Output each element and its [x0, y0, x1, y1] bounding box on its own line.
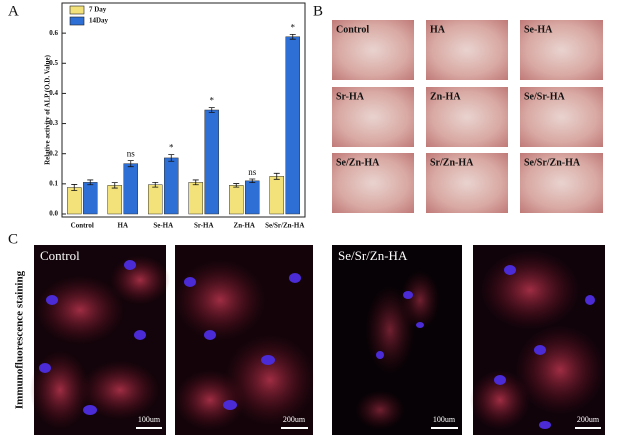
error-bar: [71, 184, 78, 191]
plot-frame: [61, 2, 306, 218]
bar: [107, 185, 122, 215]
micrograph-label: Sr/Zn-HA: [430, 157, 474, 168]
bar: [285, 36, 300, 215]
significance-label: ns: [248, 167, 257, 177]
error-bar: [111, 182, 118, 189]
bar: [123, 163, 138, 215]
significance-label: *: [169, 143, 174, 153]
micrograph: [332, 87, 414, 147]
y-axis-label: Relative activity of ALP (O.D. Value): [44, 54, 52, 165]
scale-bar-label: 200um: [283, 415, 306, 424]
image-label: Se/Sr/Zn-HA: [338, 248, 408, 263]
micrograph-label: HA: [430, 24, 446, 35]
legend-label: 7 Day: [89, 6, 107, 14]
y-tick-label: 0.5: [49, 59, 58, 67]
error-bar: [249, 178, 256, 184]
micrograph: [520, 153, 603, 213]
bar: [269, 176, 284, 215]
x-tick-label: Se-HA: [153, 222, 173, 230]
significance-label: *: [210, 96, 215, 106]
micrograph-label: Control: [336, 24, 369, 35]
micrograph: [332, 20, 414, 80]
legend-label: 14Day: [89, 17, 109, 25]
bar: [164, 157, 179, 215]
micrograph: [426, 20, 508, 80]
scale-bar-label: 100um: [433, 415, 456, 424]
micrograph-label: Sr-HA: [336, 91, 365, 102]
error-bar: [289, 33, 296, 40]
x-tick-label: Zn-HA: [234, 222, 255, 230]
error-bar: [168, 154, 175, 162]
x-tick-label: Se/Sr/Zn-HA: [265, 222, 304, 230]
micrograph-label: Se-HA: [524, 24, 553, 35]
error-bar: [192, 179, 199, 186]
error-bar: [233, 183, 240, 188]
micrograph-label: Se/Zn-HA: [336, 157, 380, 168]
bar: [83, 182, 98, 215]
micrograph: [520, 20, 603, 80]
y-tick-label: 0.6: [49, 29, 58, 37]
y-tick-label: 0.3: [49, 119, 58, 127]
significance-label: ns: [127, 149, 136, 159]
error-bar: [273, 172, 280, 180]
y-tick-label: 0.2: [49, 149, 58, 157]
micrograph: [332, 153, 414, 213]
bar: [229, 185, 244, 215]
panel-label: B: [313, 3, 323, 19]
legend-swatch: [69, 5, 85, 15]
bar: [148, 184, 163, 215]
error-bar: [87, 179, 94, 186]
panel-label: C: [8, 231, 18, 247]
error-bar: [208, 107, 215, 113]
bar: [245, 180, 260, 215]
significance-label: *: [291, 22, 296, 32]
error-bar: [152, 181, 159, 188]
scale-bar-label: 100um: [138, 415, 161, 424]
micrograph: [520, 87, 603, 147]
legend-swatch: [69, 16, 85, 26]
y-tick-label: 0.1: [49, 179, 58, 187]
y-tick-label: 0.0: [49, 210, 58, 218]
bar: [67, 187, 82, 215]
error-bar: [127, 160, 134, 168]
x-tick-label: Control: [71, 222, 94, 230]
side-title: Immunofluorescence staining: [14, 270, 26, 409]
fluorescence-images: Control Se/Sr/Zn-HA 100um 200um 100um 20…: [30, 245, 605, 435]
micrograph: [426, 87, 508, 147]
micrograph-label: Zn-HA: [430, 91, 461, 102]
micrograph-label: Se/Sr/Zn-HA: [524, 157, 581, 168]
micrograph-grid: Control HA Se-HA Sr-HA Zn-HA Se/Sr-HA Se…: [332, 20, 603, 213]
y-tick-label: 0.4: [49, 89, 58, 97]
x-tick-label: HA: [118, 222, 129, 230]
micrograph-label: Se/Sr-HA: [524, 91, 566, 102]
scale-bar-label: 200um: [577, 415, 600, 424]
micrograph: [426, 153, 508, 213]
bar: [188, 182, 203, 215]
bar: [204, 109, 219, 215]
x-tick-label: Sr-HA: [194, 222, 214, 230]
panel-label: A: [8, 3, 19, 19]
image-label: Control: [40, 248, 80, 263]
